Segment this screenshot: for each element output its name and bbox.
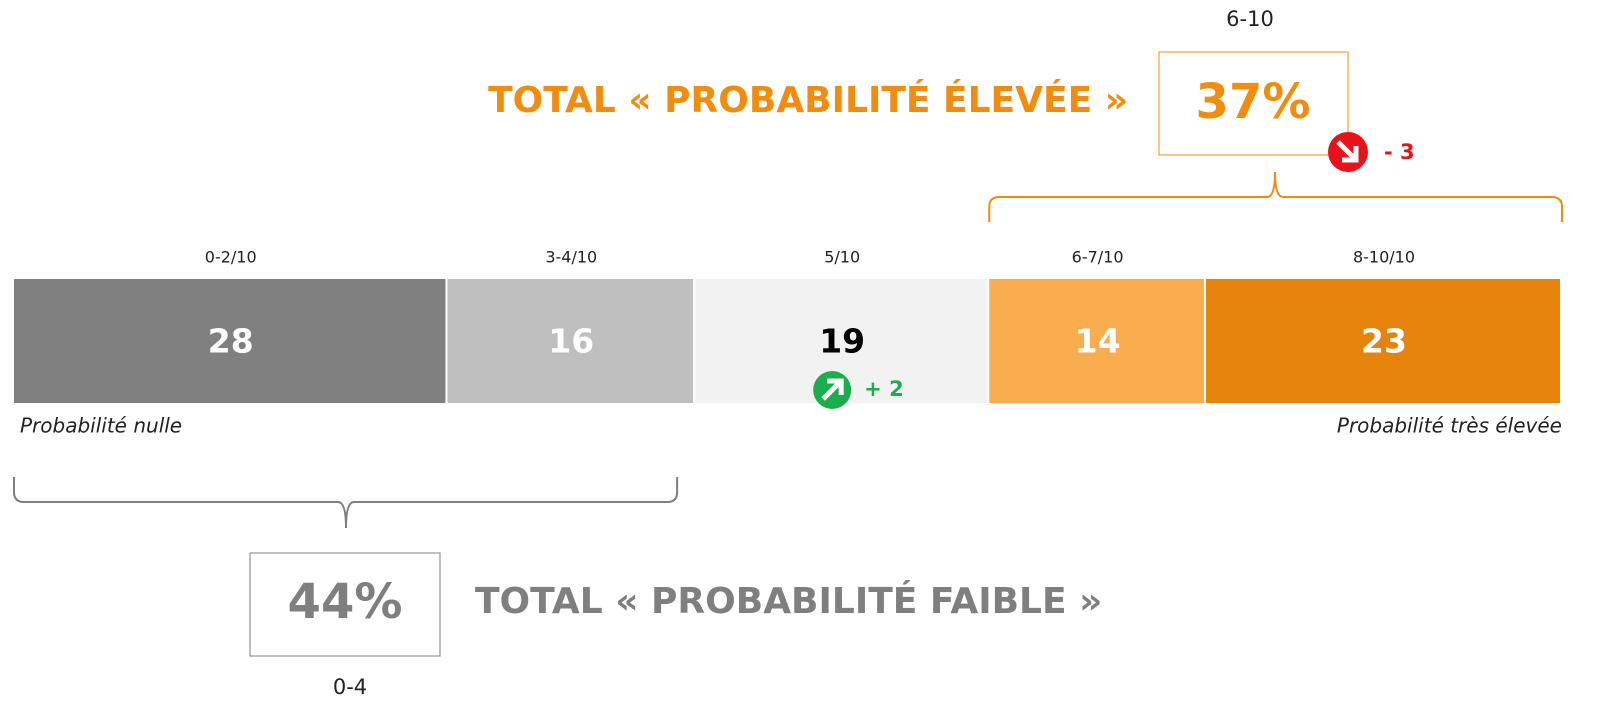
bar-segment: [14, 279, 446, 403]
change-icon: [813, 371, 852, 409]
low-range: 0-4: [333, 675, 367, 699]
low-bracket: [13, 477, 679, 529]
high-box: [1158, 51, 1349, 156]
high-title: TOTAL « PROBABILITÉ ÉLEVÉE »: [488, 79, 1128, 121]
segment-change: + 2: [864, 377, 904, 401]
high-change: - 3: [1384, 140, 1415, 164]
down-icon: [1328, 132, 1368, 172]
left-label: Probabilité nulle: [20, 414, 182, 438]
category-label: 8-10/10: [1353, 248, 1415, 267]
right-label: Probabilité très élevée: [1337, 414, 1562, 438]
high-value: 37%: [1196, 74, 1311, 130]
category-label: 6-7/10: [1072, 248, 1124, 267]
low-box: [249, 552, 441, 657]
bar-segment: [989, 279, 1204, 403]
segment-value: 19: [819, 322, 865, 361]
category-label: 3-4/10: [545, 248, 597, 267]
bar-segment: [1205, 279, 1560, 403]
low-title: TOTAL « PROBABILITÉ FAIBLE »: [475, 580, 1102, 622]
segment-value: 14: [1075, 322, 1121, 361]
high-range: 6-10: [1226, 7, 1274, 31]
low-value: 44%: [288, 574, 403, 630]
bar-segment: [447, 279, 694, 403]
segment-value: 16: [548, 322, 594, 361]
category-label: 0-2/10: [205, 248, 257, 267]
segment-value: 23: [1361, 322, 1407, 361]
high-bracket: [988, 171, 1563, 222]
category-label: 5/10: [824, 248, 860, 267]
segment-value: 28: [208, 322, 254, 361]
